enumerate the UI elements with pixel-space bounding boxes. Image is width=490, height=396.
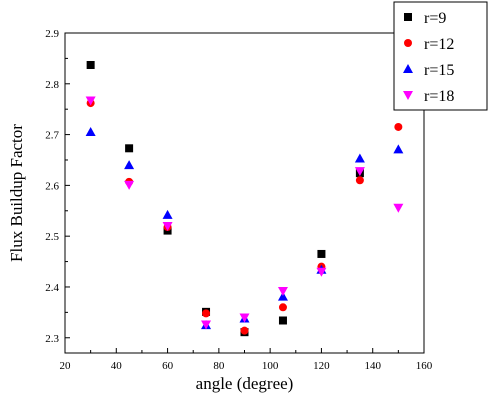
series-r-15 xyxy=(85,127,404,330)
data-point xyxy=(317,249,326,258)
x-tick-label: 120 xyxy=(313,360,330,372)
y-tick-label: 2.4 xyxy=(45,282,59,294)
legend-marker xyxy=(404,13,412,21)
data-point xyxy=(393,144,404,154)
legend-marker xyxy=(404,39,412,47)
data-point xyxy=(162,222,173,232)
data-markers xyxy=(85,61,404,337)
data-point xyxy=(124,180,135,190)
data-point xyxy=(277,287,288,297)
data-point xyxy=(278,316,287,325)
series-r-12 xyxy=(86,99,403,335)
data-point xyxy=(277,291,288,301)
legend-marker xyxy=(403,64,413,73)
y-axis: 2.3 2.4 2.5 2.6 2.7 2.8 2.9 xyxy=(45,28,70,345)
legend-label: r=12 xyxy=(424,36,454,53)
y-tick-label: 2.8 xyxy=(45,79,59,91)
legend-label: r=9 xyxy=(424,10,446,27)
y-tick-label: 2.3 xyxy=(45,333,59,345)
x-tick-label: 100 xyxy=(262,360,279,372)
data-point xyxy=(125,144,134,153)
y-tick-label: 2.7 xyxy=(45,130,59,142)
data-point xyxy=(354,167,365,177)
plot-frame xyxy=(64,32,425,354)
x-tick-label: 40 xyxy=(111,360,123,372)
x-tick-label: 80 xyxy=(213,360,225,372)
y-tick-label: 2.6 xyxy=(45,180,59,192)
y-tick-label: 2.9 xyxy=(45,28,59,40)
data-point xyxy=(201,320,212,330)
data-point xyxy=(394,122,403,131)
x-tick-label: 140 xyxy=(364,360,381,372)
data-point xyxy=(124,160,135,170)
x-axis: 20 40 60 80 100 120 140 160 xyxy=(60,348,433,372)
data-point xyxy=(85,127,96,137)
data-point xyxy=(240,326,249,335)
series-r-9 xyxy=(86,61,403,337)
x-tick-label: 160 xyxy=(416,360,433,372)
plot-area xyxy=(64,32,425,354)
data-point xyxy=(355,176,364,185)
data-point xyxy=(202,309,211,318)
x-axis-title: angle (degree) xyxy=(196,374,294,393)
legend-label: r=18 xyxy=(424,88,454,105)
x-tick-label: 20 xyxy=(60,360,72,372)
data-point xyxy=(239,313,250,323)
legend-marker xyxy=(403,91,413,100)
y-tick-label: 2.5 xyxy=(45,231,59,243)
data-point xyxy=(278,303,287,312)
data-point xyxy=(354,153,365,163)
data-point xyxy=(162,209,173,219)
data-point xyxy=(316,267,327,277)
data-point xyxy=(393,203,404,213)
legend-label: r=15 xyxy=(424,62,454,79)
y-axis-title: Flux Buildup Factor xyxy=(7,124,26,262)
legend: r=9 r=12 r=15 r=18 xyxy=(393,1,488,111)
series-r-18 xyxy=(85,96,404,330)
data-point xyxy=(85,96,96,106)
x-tick-label: 60 xyxy=(162,360,174,372)
data-point xyxy=(86,61,95,69)
